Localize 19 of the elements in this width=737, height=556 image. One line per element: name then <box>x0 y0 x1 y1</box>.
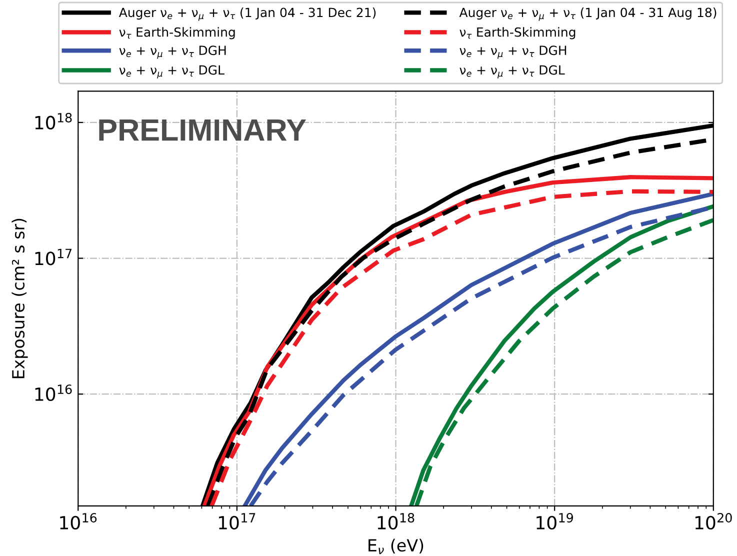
x-tick-label: 10$^{17}$ <box>218 513 256 530</box>
x-tick-label: 10$^{18}$ <box>378 512 414 530</box>
y-tick-label: 10$^{17}$ <box>35 248 72 266</box>
legend-label: ν$_{τ}$ Earth-Skimming <box>119 27 235 40</box>
y-tick-label: 10$^{18}$ <box>35 112 72 130</box>
x-tick-label: 10$^{19}$ <box>536 512 573 530</box>
legend-label: ν$_{e}$ + ν$_{μ}$ + ν$_{τ}$ DGH <box>119 46 226 59</box>
legend-label: Auger ν$_{e}$ + ν$_{μ}$ + ν$_{τ}$ (1 Jan 04 - 31 Dec 21) <box>118 8 376 21</box>
legend-label: ν$_{e}$ + ν$_{μ}$ + ν$_{τ}$ DGH <box>460 46 566 59</box>
x-axis-title: E$_{ν}$ (eV) <box>368 538 424 554</box>
annotation: PRELIMINARY <box>99 120 306 141</box>
y-axis-title: Exposure (cm² s sr) <box>12 218 28 378</box>
legend-label: Auger ν$_{e}$ + ν$_{μ}$ + ν$_{τ}$ (1 Jan 04 - 31 Aug 18) <box>459 8 716 21</box>
legend-label: ν$_{e}$ + ν$_{μ}$ + ν$_{τ}$ DGL <box>460 65 565 78</box>
legend-label: ν$_{τ}$ Earth-Skimming <box>460 27 576 40</box>
x-tick-label: 10$^{20}$ <box>695 512 732 530</box>
y-tick-label: 10$^{16}$ <box>35 384 72 402</box>
legend-label: ν$_{e}$ + ν$_{μ}$ + ν$_{τ}$ DGL <box>119 65 224 78</box>
x-tick-label: 10$^{16}$ <box>60 512 97 530</box>
